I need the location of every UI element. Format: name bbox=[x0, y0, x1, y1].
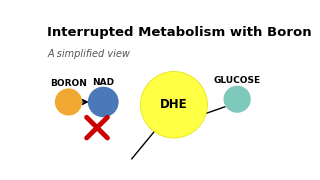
Ellipse shape bbox=[88, 87, 119, 117]
Ellipse shape bbox=[223, 86, 251, 113]
Text: BORON: BORON bbox=[50, 79, 87, 88]
Text: GLUCOSE: GLUCOSE bbox=[213, 76, 261, 85]
Text: DHE: DHE bbox=[160, 98, 188, 111]
Text: NAD: NAD bbox=[92, 78, 114, 87]
Ellipse shape bbox=[55, 88, 82, 116]
Text: A simplified view: A simplified view bbox=[47, 49, 130, 59]
Ellipse shape bbox=[140, 71, 207, 138]
Text: Interrupted Metabolism with Boron: Interrupted Metabolism with Boron bbox=[47, 26, 312, 39]
